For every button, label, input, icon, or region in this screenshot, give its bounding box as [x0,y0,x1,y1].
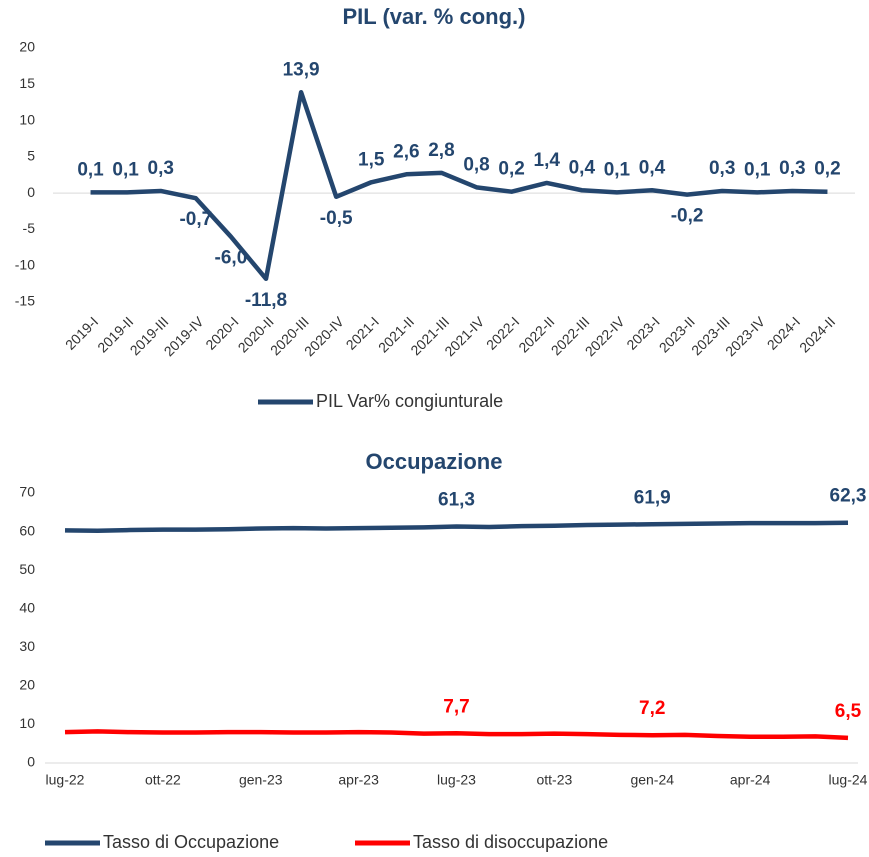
x-tick-label: 2020-I [202,313,241,352]
data-label: 62,3 [830,486,867,507]
x-tick-label: 2020-IV [301,313,347,359]
series-line [64,520,849,534]
x-tick-label: ott-22 [145,772,181,788]
x-tick-label: 2019-I [62,313,101,352]
x-tick-label: 2019-IV [161,313,207,359]
x-tick-label: 2022-I [483,313,522,352]
data-label: 0,1 [77,159,104,180]
y-tick-label: 40 [19,599,35,615]
data-label: 61,3 [438,490,475,511]
data-label: 0,4 [569,157,596,178]
x-tick-label: 2024-II [796,313,838,355]
y-tick-label: 0 [27,754,35,770]
data-label: 0,3 [148,158,174,179]
data-label: 61,9 [634,487,671,508]
y-tick-label: 20 [19,39,35,55]
data-label: -0,7 [179,209,212,230]
x-tick-label: 2021-I [343,313,382,352]
data-label: 2,6 [393,141,419,162]
data-label: -0,5 [320,208,353,229]
data-label: 0,4 [639,157,666,178]
legend-label: Tasso di disoccupazione [413,832,608,852]
chart-title: Occupazione [366,449,503,474]
data-label: 7,2 [639,698,665,719]
x-tick-label: lug-23 [437,772,476,788]
data-label: 0,3 [709,158,735,179]
data-label: 1,5 [358,149,385,170]
data-label: 0,1 [744,159,771,180]
x-tick-label: 2022-IV [582,313,628,359]
y-tick-label: 10 [19,715,35,731]
data-label: 13,9 [283,59,320,80]
y-tick-label: -5 [23,220,36,236]
x-tick-label: apr-23 [338,772,379,788]
y-tick-label: 5 [27,148,35,164]
y-tick-label: -15 [15,293,35,309]
x-tick-label: 2023-I [623,313,662,352]
data-label: 1,4 [534,150,561,171]
x-tick-label: 2021-IV [441,313,487,359]
series-line [90,90,828,282]
data-label: 2,8 [428,140,454,161]
data-label: 0,8 [463,154,489,175]
y-tick-label: 10 [19,111,35,127]
data-label: -6,0 [215,248,248,269]
chart-title: PIL (var. % cong.) [343,4,526,29]
data-label: 7,7 [443,696,469,717]
y-tick-label: 70 [19,484,35,500]
x-tick-label: ott-23 [536,772,572,788]
x-tick-label: 2024-I [764,313,803,352]
data-label: 0,1 [604,159,631,180]
x-tick-label: lug-24 [829,772,868,788]
data-label: -11,8 [245,290,287,311]
y-tick-label: 30 [19,638,35,654]
data-label: 0,3 [779,158,805,179]
data-label: 0,2 [814,159,840,180]
x-tick-label: gen-24 [630,772,674,788]
y-tick-label: 60 [19,522,35,538]
y-tick-label: -10 [15,256,35,272]
legend-label: PIL Var% congiunturale [316,391,503,411]
y-tick-label: 20 [19,677,35,693]
series-line [64,729,849,741]
legend-label: Tasso di Occupazione [103,832,279,852]
x-tick-label: apr-24 [730,772,771,788]
y-tick-label: 50 [19,561,35,577]
y-tick-label: 0 [27,184,35,200]
data-label: 0,1 [112,159,139,180]
y-tick-label: 15 [19,75,35,91]
x-tick-label: lug-22 [46,772,85,788]
x-tick-label: gen-23 [239,772,283,788]
data-label: 6,5 [835,701,862,722]
data-label: -0,2 [671,206,704,227]
x-tick-label: 2023-IV [722,313,768,359]
data-label: 0,2 [498,159,524,180]
